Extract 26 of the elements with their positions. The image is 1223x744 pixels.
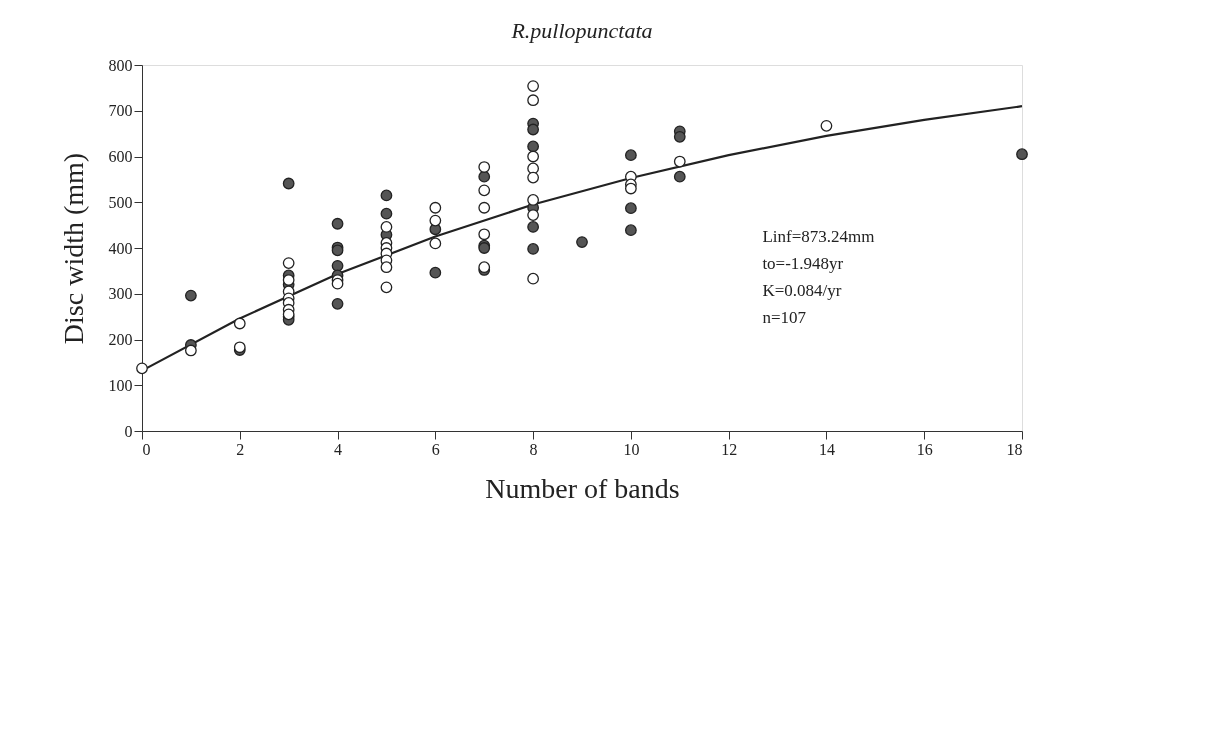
annotation: n=107 [762, 308, 807, 328]
y-tick-label: 500 [108, 193, 133, 211]
y-tick-label: 0 [124, 422, 133, 440]
x-tick-label: 14 [818, 440, 835, 458]
x-tick-label: 0 [142, 440, 151, 458]
x-tick-label: 12 [721, 440, 738, 458]
y-tick-label: 300 [108, 285, 133, 303]
x-tick-label: 4 [334, 440, 343, 458]
x-tick-label: 8 [529, 440, 538, 458]
x-tick-label: 18 [1006, 440, 1023, 458]
annotation: K=0.084/yr [762, 281, 842, 301]
x-tick-label: 10 [623, 440, 640, 458]
y-tick-label: 400 [108, 239, 133, 257]
annotation: Linf=873.24mm [762, 227, 875, 247]
annotation: to=-1.948yr [762, 254, 844, 274]
y-tick-label: 600 [108, 148, 133, 165]
chart-title: R.pullopunctata [510, 18, 653, 43]
y-tick-label: 200 [108, 331, 133, 348]
x-tick-label: 2 [236, 440, 245, 458]
x-tick-label: 16 [916, 440, 933, 458]
x-tick-label: 6 [431, 440, 440, 458]
y-axis-title: Disc width (mm) [57, 152, 89, 345]
y-tick-label: 800 [108, 56, 133, 74]
x-axis-title: Number of bands [485, 472, 680, 504]
y-tick-label: 700 [108, 102, 133, 120]
y-tick-label: 100 [108, 376, 133, 394]
